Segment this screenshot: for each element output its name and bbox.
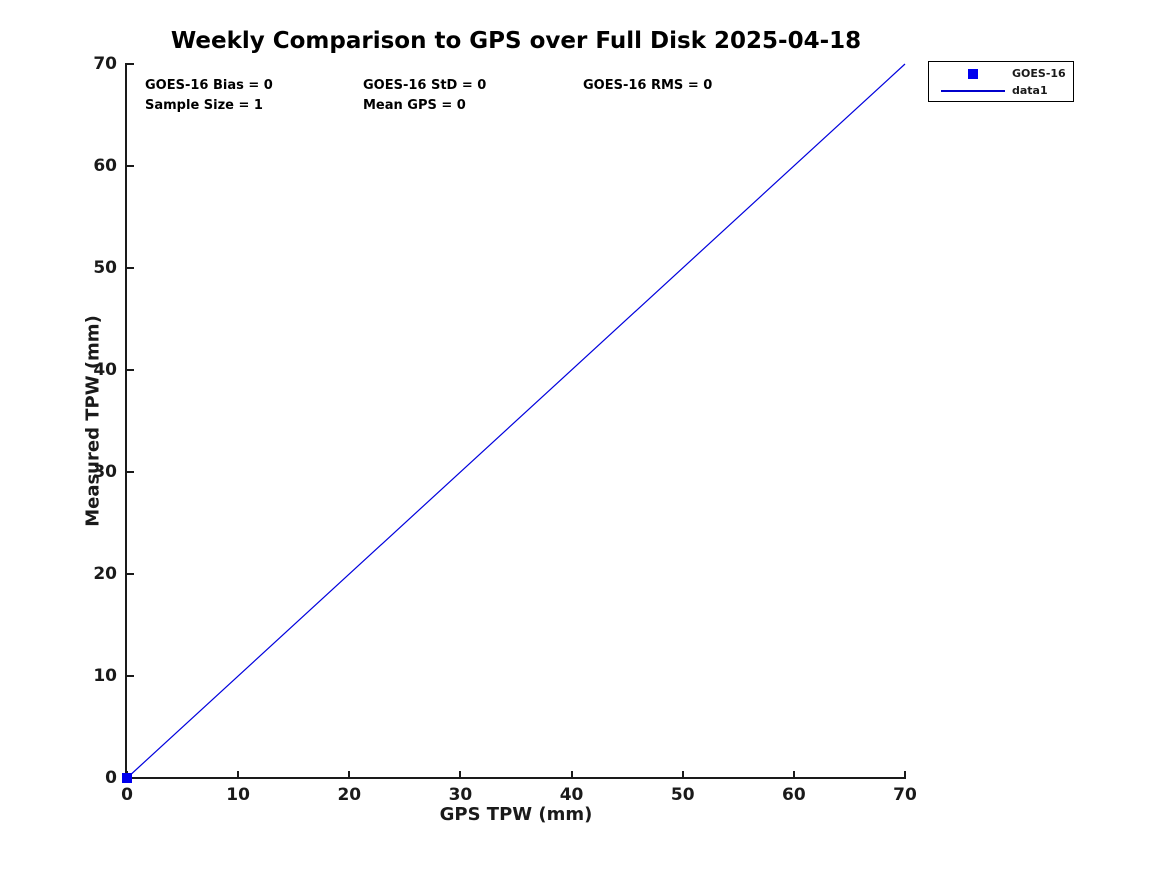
x-tick-label: 50: [670, 785, 695, 805]
x-tick: [348, 771, 351, 778]
x-tick-label: 60: [782, 785, 806, 805]
y-tick-label: 20: [93, 564, 117, 584]
y-tick-label: 30: [93, 462, 117, 482]
stat-bias: GOES-16 Bias = 0: [145, 78, 273, 93]
y-tick-label: 10: [93, 666, 117, 686]
y-tick: [127, 267, 134, 269]
y-tick-label: 0: [105, 768, 117, 788]
legend-sample: [941, 68, 1005, 79]
chart-title: Weekly Comparison to GPS over Full Disk …: [170, 28, 862, 54]
y-tick: [127, 675, 134, 677]
y-tick-label: 40: [93, 360, 117, 380]
y-axis-label: Measured TPW (mm): [82, 315, 104, 527]
x-tick: [459, 771, 462, 778]
y-tick: [127, 573, 134, 575]
x-axis-label: GPS TPW (mm): [439, 804, 593, 825]
x-tick: [681, 771, 684, 778]
legend-sample: [941, 89, 1005, 92]
plot-area: [122, 63, 906, 783]
y-tick: [127, 165, 134, 167]
x-tick-label: 0: [121, 785, 133, 805]
y-tick-labels: 0 10 20 30 40 50 60 70: [0, 54, 117, 788]
x-tick: [904, 771, 906, 778]
y-tick: [127, 471, 134, 473]
y-tick-label: 70: [93, 54, 117, 74]
legend-label: GOES-16: [1012, 67, 1066, 80]
stat-mean-gps: Mean GPS = 0: [363, 98, 466, 113]
x-axis-line: [125, 777, 906, 779]
y-tick-label: 50: [93, 258, 117, 278]
x-tick-label: 10: [226, 785, 250, 805]
x-tick-label: 20: [337, 785, 362, 805]
x-tick-labels: 0 10 20 30 40 50 60 70: [121, 785, 917, 805]
stat-std: GOES-16 StD = 0: [363, 78, 487, 93]
x-tick: [237, 771, 240, 778]
stat-sample-size: Sample Size = 1: [145, 98, 263, 113]
y-tick: [127, 369, 134, 371]
x-tick: [570, 771, 573, 778]
legend-label: data1: [1012, 84, 1048, 97]
x-tick-label: 30: [448, 785, 473, 805]
x-tick-label: 40: [559, 785, 584, 805]
square-marker-icon: [968, 68, 978, 79]
line-sample-icon: [941, 89, 1005, 92]
legend-row: data1: [929, 82, 1073, 99]
plot-svg: [126, 63, 906, 779]
legend-row: GOES-16: [929, 65, 1073, 82]
legend-box: GOES-16 data1: [928, 61, 1074, 102]
data-line: [126, 63, 906, 779]
y-tick: [127, 63, 134, 65]
stat-rms: GOES-16 RMS = 0: [583, 78, 713, 93]
y-axis-line: [125, 63, 127, 780]
x-tick: [792, 771, 795, 778]
data-point-marker: [122, 773, 132, 783]
y-tick-label: 60: [93, 156, 117, 176]
x-tick-label: 70: [893, 785, 917, 805]
